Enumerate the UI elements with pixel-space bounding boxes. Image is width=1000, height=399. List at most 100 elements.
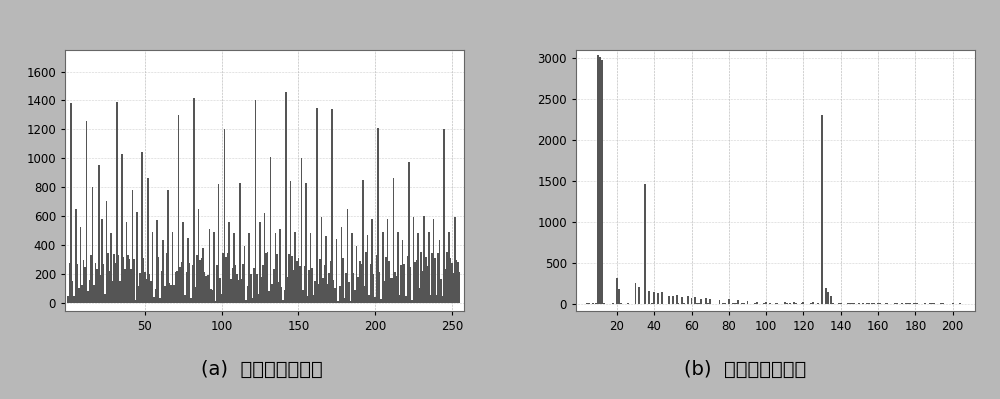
Bar	[233, 233, 235, 302]
Bar	[342, 258, 344, 302]
Bar	[70, 103, 72, 302]
Bar	[276, 254, 278, 302]
Bar	[328, 273, 330, 302]
Bar	[445, 269, 446, 302]
Bar	[586, 303, 588, 304]
Bar	[230, 279, 232, 302]
Bar	[147, 178, 149, 302]
Bar	[321, 217, 322, 302]
Bar	[802, 302, 804, 304]
Bar	[80, 227, 81, 302]
Bar	[868, 303, 870, 304]
Bar	[73, 296, 75, 302]
Bar	[942, 303, 944, 304]
Bar	[793, 302, 795, 304]
Bar	[847, 303, 849, 304]
Bar	[862, 303, 864, 304]
Bar	[353, 273, 354, 302]
Bar	[763, 303, 765, 304]
Bar	[840, 303, 842, 304]
Bar	[789, 303, 791, 304]
Bar	[172, 232, 173, 302]
Bar	[914, 303, 916, 304]
Bar	[81, 285, 83, 302]
Bar	[849, 303, 851, 304]
Bar	[416, 261, 417, 302]
Bar	[436, 295, 437, 302]
Bar	[293, 271, 294, 302]
Bar	[103, 264, 104, 302]
Bar	[182, 222, 184, 302]
Bar	[310, 233, 311, 302]
Bar	[236, 274, 238, 302]
Bar	[879, 303, 881, 304]
Bar	[294, 232, 296, 302]
Bar	[141, 152, 143, 302]
Bar	[270, 157, 271, 302]
Bar	[696, 303, 698, 304]
Bar	[333, 280, 334, 302]
Bar	[301, 158, 302, 302]
Bar	[265, 253, 267, 302]
Bar	[173, 285, 175, 302]
Bar	[399, 294, 400, 302]
Bar	[741, 303, 743, 304]
Bar	[359, 261, 361, 302]
Bar	[776, 303, 778, 304]
Bar	[92, 187, 93, 302]
Bar	[319, 259, 321, 302]
Bar	[139, 273, 141, 302]
Bar	[905, 303, 907, 304]
Bar	[913, 303, 914, 304]
Bar	[446, 252, 448, 302]
Bar	[307, 296, 308, 302]
Bar	[428, 232, 430, 302]
Bar	[817, 303, 819, 304]
Bar	[653, 292, 655, 304]
Bar	[116, 102, 118, 302]
Bar	[866, 303, 868, 304]
Bar	[275, 233, 276, 302]
Bar	[89, 280, 90, 302]
Bar	[830, 296, 832, 304]
Bar	[419, 288, 420, 302]
Bar	[143, 258, 144, 302]
Bar	[248, 233, 250, 302]
Bar	[420, 253, 422, 302]
Bar	[390, 278, 391, 302]
Bar	[155, 289, 156, 302]
Bar	[345, 273, 347, 302]
Bar	[437, 253, 439, 302]
Bar	[952, 303, 954, 304]
Bar	[612, 303, 614, 304]
Bar	[431, 253, 433, 302]
Bar	[940, 303, 942, 304]
Bar	[207, 275, 209, 302]
Bar	[271, 284, 273, 302]
Bar	[430, 295, 431, 302]
Bar	[737, 300, 739, 304]
Bar	[247, 286, 248, 302]
Bar	[238, 280, 239, 302]
Bar	[417, 233, 419, 302]
Bar	[396, 276, 397, 302]
Bar	[126, 222, 127, 302]
Bar	[195, 287, 196, 302]
Bar	[298, 258, 299, 302]
Bar	[138, 286, 139, 302]
Bar	[221, 294, 222, 302]
Bar	[411, 300, 413, 302]
Bar	[196, 255, 198, 302]
Bar	[871, 303, 873, 304]
Bar	[86, 120, 87, 302]
Bar	[827, 292, 829, 304]
Bar	[442, 296, 443, 302]
Bar	[104, 294, 106, 302]
Bar	[924, 303, 926, 304]
Bar	[242, 264, 244, 302]
Bar	[592, 303, 594, 304]
Bar	[425, 257, 427, 302]
Bar	[331, 109, 333, 302]
Bar	[316, 108, 318, 302]
Text: (b)  加密图像直方图: (b) 加密图像直方图	[684, 359, 806, 379]
